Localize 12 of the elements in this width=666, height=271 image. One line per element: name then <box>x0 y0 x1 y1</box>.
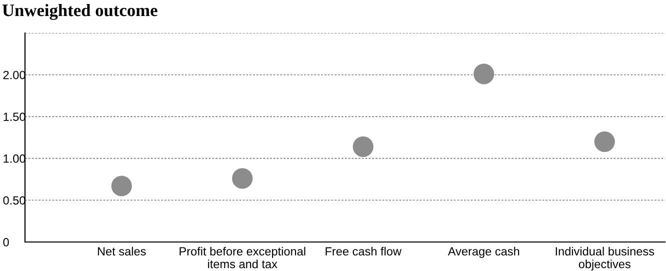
x-tick-label: Free cash flow <box>326 246 402 256</box>
x-tick-label: Profit before exceptional items and tax <box>180 246 306 268</box>
y-tick-label: 0 <box>3 238 9 246</box>
point <box>352 136 374 157</box>
point <box>594 131 615 152</box>
x-tick-label: Individual business objectives <box>556 246 654 271</box>
point <box>474 64 494 84</box>
point <box>111 176 132 196</box>
chart-title: Unweighted outcome <box>2 4 158 20</box>
point <box>232 168 253 189</box>
x-tick-label: Net sales <box>98 246 146 256</box>
x-tick-label: Average cash <box>448 246 520 258</box>
